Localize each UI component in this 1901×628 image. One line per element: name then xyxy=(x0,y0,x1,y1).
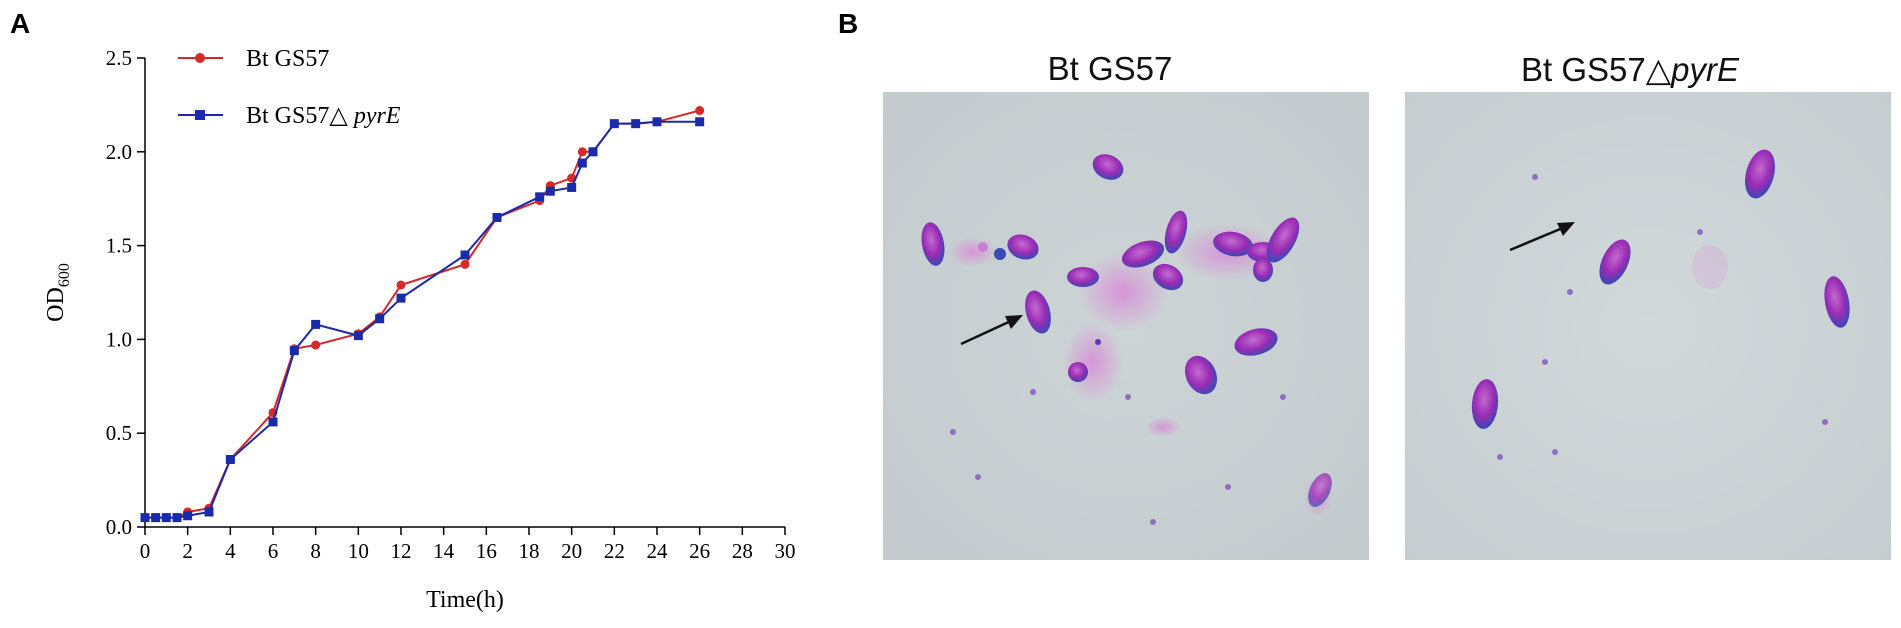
data-point xyxy=(268,417,278,427)
x-axis-label: Time(h) xyxy=(426,587,504,613)
data-point xyxy=(695,106,705,116)
x-tick-label: 2 xyxy=(182,539,193,563)
panel-label-a: A xyxy=(10,8,31,39)
data-point xyxy=(695,117,705,127)
micrograph-title-mutant-text: Bt GS57△ xyxy=(1521,51,1672,88)
data-point xyxy=(225,454,235,464)
x-tick-label: 14 xyxy=(433,539,455,563)
micrograph-mutant xyxy=(1405,92,1891,560)
y-axis-label: OD600 xyxy=(43,263,73,322)
micrograph-wild-type xyxy=(883,92,1369,560)
data-point xyxy=(311,319,321,329)
data-point xyxy=(161,513,171,523)
growth-curve-chart: 0 2 4 6 8 10 12 14 16 18 20 22 24 26 28 300.00.51.01.52… xyxy=(43,46,796,613)
x-tick-label: 12 xyxy=(391,539,412,563)
micrograph-title-wild-type-text: Bt GS57 xyxy=(1047,50,1173,87)
data-point xyxy=(353,331,363,341)
legend-label: Bt GS57△ pyrE xyxy=(246,103,401,129)
x-tick-label: 24 xyxy=(647,539,669,563)
chart-legend: Bt GS57 Bt GS57△ pyrE xyxy=(178,46,401,129)
legend-label: Bt GS57 xyxy=(246,46,329,72)
data-point xyxy=(535,192,545,202)
series-1 xyxy=(140,117,705,523)
data-point xyxy=(311,340,321,350)
data-point xyxy=(577,158,587,168)
x-tick-label: 28 xyxy=(732,539,753,563)
micrograph-title-mutant-gene: pyrE xyxy=(1671,51,1739,88)
arrow-icon xyxy=(960,315,1023,346)
chart-series xyxy=(140,106,705,523)
data-point xyxy=(545,186,555,196)
x-tick-label: 8 xyxy=(310,539,321,563)
x-tick-label: 4 xyxy=(225,539,236,563)
x-tick-label: 0 xyxy=(140,539,151,563)
data-point xyxy=(492,212,502,222)
y-tick-label: 0.5 xyxy=(106,421,132,445)
data-point xyxy=(652,117,662,127)
x-tick-label: 22 xyxy=(604,539,625,563)
data-point xyxy=(577,147,587,157)
data-point xyxy=(183,511,193,521)
data-point xyxy=(567,182,577,192)
y-tick-label: 0.0 xyxy=(106,515,132,539)
data-point xyxy=(460,259,470,269)
arrow-icon xyxy=(1509,222,1575,252)
x-tick-label: 20 xyxy=(561,539,582,563)
data-point xyxy=(140,513,150,523)
y-tick-label: 2.0 xyxy=(106,140,132,164)
chart-axes: 0 2 4 6 8 10 12 14 16 18 20 22 24 26 28 300.00.51.01.52… xyxy=(43,46,796,613)
stained-cells xyxy=(1471,149,1850,460)
data-point xyxy=(172,513,182,523)
data-point xyxy=(396,293,406,303)
x-tick-label: 6 xyxy=(268,539,279,563)
x-tick-label: 10 xyxy=(348,539,369,563)
data-point xyxy=(289,346,299,356)
data-point xyxy=(375,314,385,324)
stained-cells xyxy=(921,154,1332,525)
micrograph-title-mutant: Bt GS57△pyrE xyxy=(1405,50,1855,89)
data-point xyxy=(204,507,214,517)
panel-label-b: B xyxy=(838,8,859,39)
x-tick-label: 26 xyxy=(689,539,710,563)
x-tick-label: 30 xyxy=(775,539,796,563)
series-0 xyxy=(140,106,705,523)
y-tick-label: 1.5 xyxy=(106,234,132,258)
data-point xyxy=(460,250,470,260)
y-tick-label: 1.0 xyxy=(106,327,132,351)
data-point xyxy=(396,280,406,290)
data-point xyxy=(588,147,598,157)
data-point xyxy=(151,513,161,523)
legend-swatch-marker xyxy=(195,53,205,63)
y-tick-label: 2.5 xyxy=(106,46,132,70)
x-tick-label: 16 xyxy=(476,539,497,563)
x-tick-label: 18 xyxy=(519,539,540,563)
legend-swatch-marker xyxy=(195,110,205,120)
micrograph-title-wild-type: Bt GS57 xyxy=(885,50,1335,88)
data-point xyxy=(609,119,619,129)
data-point xyxy=(631,119,641,129)
